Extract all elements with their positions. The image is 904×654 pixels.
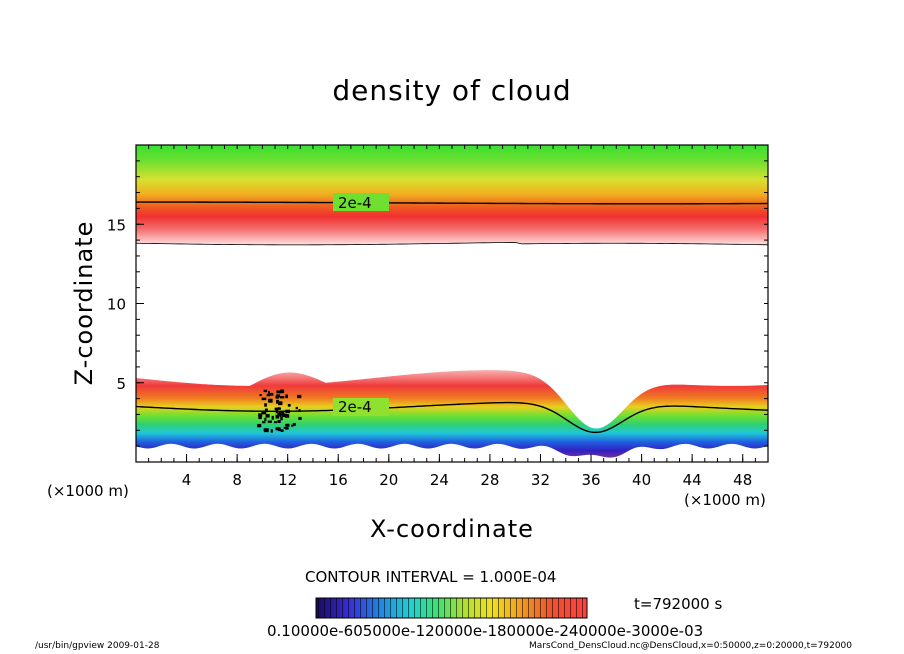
turbulence-mark <box>284 414 290 418</box>
turbulence-mark <box>298 416 302 420</box>
lower-contour-line <box>136 401 768 434</box>
x-tick-label: 32 <box>531 471 550 489</box>
turbulence-mark <box>258 415 262 420</box>
turbulence-mark <box>257 423 262 428</box>
turbulence-mark <box>263 389 267 393</box>
turbulence-mark <box>295 406 298 410</box>
x-axis-label: X-coordinate <box>370 515 534 543</box>
x-tick-label: 40 <box>632 471 651 489</box>
colorbar-ticks <box>316 598 587 618</box>
upper-contour-label-bg <box>333 193 389 211</box>
turbulence-mark <box>266 393 271 397</box>
turbulence-mark <box>285 427 289 430</box>
turbulence-mark <box>259 393 262 397</box>
x-tick-label: 44 <box>683 471 702 489</box>
turbulence-mark <box>281 412 285 417</box>
turbulence-mark <box>275 414 280 419</box>
x-tick-label: 8 <box>232 471 242 489</box>
x-tick-label: 36 <box>581 471 600 489</box>
turbulence-mark <box>273 421 278 424</box>
turbulence-mark <box>275 409 278 414</box>
contour-interval-text: CONTOUR INTERVAL = 1.000E-04 <box>305 568 557 586</box>
turbulence-mark <box>262 421 266 424</box>
turbulence-mark <box>292 422 296 426</box>
turbulence-mark <box>298 409 301 412</box>
turbulence-mark <box>276 399 280 404</box>
x-axis: 4 8 12 16 20 24 28 32 36 40 44 48 <box>148 145 756 489</box>
lower-contour-label-bg <box>333 398 389 416</box>
turbulence-mark <box>280 416 283 421</box>
time-label: t=792000 s <box>634 595 723 613</box>
x-tick-label: 28 <box>480 471 499 489</box>
turbulence-mark <box>264 403 267 407</box>
x-unit-label-right: (×1000 m) <box>684 491 766 509</box>
upper-contour-line <box>136 201 768 205</box>
turbulence-mark <box>264 408 268 411</box>
x-tick-label: 4 <box>182 471 192 489</box>
footer-source: MarsCond_DensCloud.nc@DensCloud,x=0:5000… <box>529 641 852 651</box>
turbulence-mark <box>263 428 269 433</box>
turbulence-mark <box>276 394 281 398</box>
turbulence-mark <box>285 394 288 399</box>
colorbar-frame <box>315 597 588 619</box>
x-tick-label: 48 <box>733 471 752 489</box>
turbulence-mark <box>285 409 291 414</box>
x-tick-label: 24 <box>430 471 449 489</box>
turbulence-mark <box>264 417 267 421</box>
y-axis-label: Z-coordinate <box>70 221 98 386</box>
x-tick-label: 20 <box>379 471 398 489</box>
turbulence-mark <box>297 394 302 399</box>
turbulence-mark <box>275 427 281 431</box>
turbulence-mark <box>270 429 273 433</box>
lower-contour-label: 2e-4 <box>338 398 372 416</box>
turbulence-mark <box>271 415 274 420</box>
turbulence-mark <box>276 390 282 394</box>
lower-cloud-layer <box>136 370 768 458</box>
turbulence-mark <box>283 426 287 429</box>
turbulence-mark <box>276 407 281 410</box>
y-tick-label: 15 <box>107 216 126 234</box>
turbulence-mark <box>282 413 288 418</box>
upper-cloud-layer <box>136 145 768 245</box>
chart-title: density of cloud <box>332 74 572 107</box>
turbulence-mark <box>277 419 281 423</box>
turbulence-mark <box>263 428 266 431</box>
turbulence-mark <box>291 424 294 427</box>
y-tick-label: 10 <box>107 296 126 314</box>
turbulence-mark <box>280 389 285 394</box>
turbulence-mark <box>265 414 270 418</box>
turbulence-mark <box>278 412 283 416</box>
upper-contour-label: 2e-4 <box>338 194 372 212</box>
turbulence-mark <box>278 401 283 406</box>
turbulence-mark <box>268 398 273 403</box>
turbulence-mark <box>267 390 270 394</box>
footer-command: /usr/bin/gpview 2009-01-28 <box>35 641 160 651</box>
turbulence-mark <box>258 413 263 417</box>
x-tick-label: 16 <box>329 471 348 489</box>
turbulence-mark <box>285 423 290 427</box>
turbulence-mark <box>279 396 285 399</box>
turbulence-marks <box>257 389 302 433</box>
x-unit-label-left: (×1000 m) <box>47 482 129 500</box>
y-tick-label: 5 <box>116 375 126 393</box>
upper-layer-edge <box>136 241 768 246</box>
turbulence-mark <box>261 397 267 401</box>
turbulence-mark <box>287 403 291 407</box>
x-tick-label: 12 <box>278 471 297 489</box>
colorbar-labels: 0.10000e-605000e-120000e-180000e-240000e… <box>267 622 704 640</box>
turbulence-mark <box>280 429 284 433</box>
turbulence-mark <box>267 420 272 423</box>
turbulence-mark <box>261 411 267 415</box>
y-axis: 5 10 15 <box>107 160 768 447</box>
turbulence-mark <box>269 392 274 396</box>
